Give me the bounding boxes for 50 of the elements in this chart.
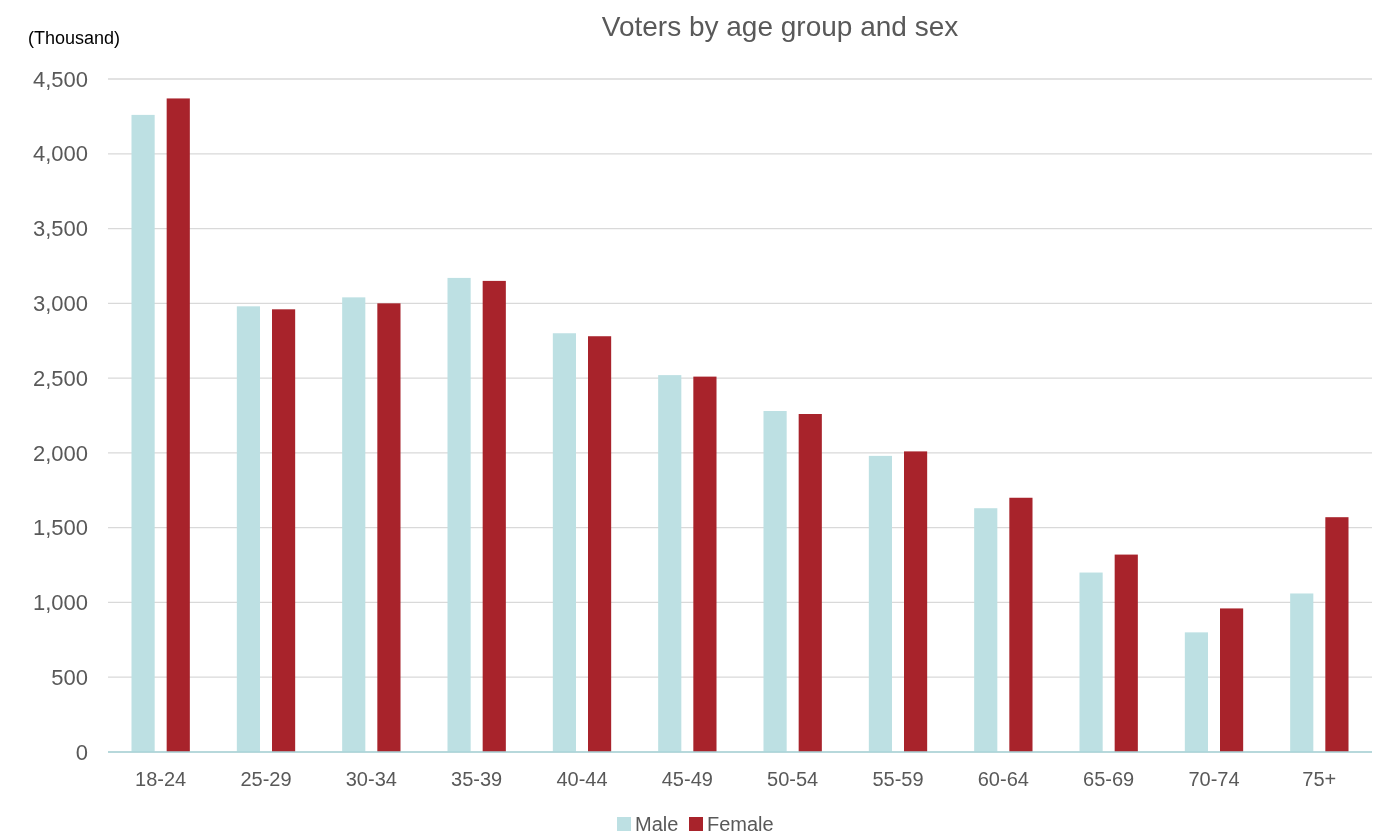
x-tick-label: 25-29 xyxy=(240,768,292,790)
x-tick-label: 18-24 xyxy=(135,768,187,790)
bar xyxy=(588,336,612,752)
bar xyxy=(482,280,506,752)
y-tick-label: 3,500 xyxy=(32,216,88,242)
bar xyxy=(377,303,401,752)
x-tick-label: 60-64 xyxy=(977,768,1029,790)
legend-label: Male xyxy=(635,813,679,835)
bar xyxy=(1220,608,1244,752)
y-tick-label: 2,500 xyxy=(32,365,88,391)
chart-title: Voters by age group and sex xyxy=(601,11,959,42)
y-tick-label: 500 xyxy=(51,664,88,690)
y-axis-title: (Thousand) xyxy=(28,28,121,48)
x-tick-label: 55-59 xyxy=(872,768,924,790)
legend-label: Female xyxy=(707,813,774,835)
bar xyxy=(236,306,260,752)
bar xyxy=(131,114,155,752)
bar xyxy=(1009,497,1033,752)
x-tick-label: 45-49 xyxy=(661,768,713,790)
y-tick-label: 1,500 xyxy=(32,515,88,541)
bar xyxy=(342,297,366,752)
x-tick-label: 40-44 xyxy=(556,768,608,790)
bar xyxy=(868,455,892,752)
y-tick-label: 4,500 xyxy=(32,66,88,92)
bar xyxy=(166,98,190,752)
bar xyxy=(974,508,998,752)
bar xyxy=(798,414,822,752)
bar xyxy=(658,375,682,752)
x-tick-label: 70-74 xyxy=(1188,768,1240,790)
bar xyxy=(1325,517,1349,752)
y-tick-label: 2,000 xyxy=(32,440,88,466)
bar xyxy=(904,451,928,752)
x-tick-label: 35-39 xyxy=(451,768,503,790)
bar xyxy=(552,333,576,752)
y-tick-label: 3,000 xyxy=(32,291,88,317)
bar xyxy=(272,309,296,752)
bar xyxy=(763,411,787,752)
x-tick-label: 75+ xyxy=(1302,768,1337,790)
x-tick-label: 50-54 xyxy=(767,768,819,790)
bar xyxy=(447,277,471,752)
bar xyxy=(693,376,717,752)
x-tick-label: 65-69 xyxy=(1083,768,1135,790)
bar xyxy=(1079,572,1103,752)
bar xyxy=(1290,593,1314,752)
y-tick-label: 1,000 xyxy=(32,590,88,616)
y-tick-label: 4,000 xyxy=(32,141,88,167)
y-tick-label: 0 xyxy=(75,739,88,765)
bar xyxy=(1184,632,1208,752)
x-tick-label: 30-34 xyxy=(345,768,397,790)
bar xyxy=(1114,554,1138,752)
